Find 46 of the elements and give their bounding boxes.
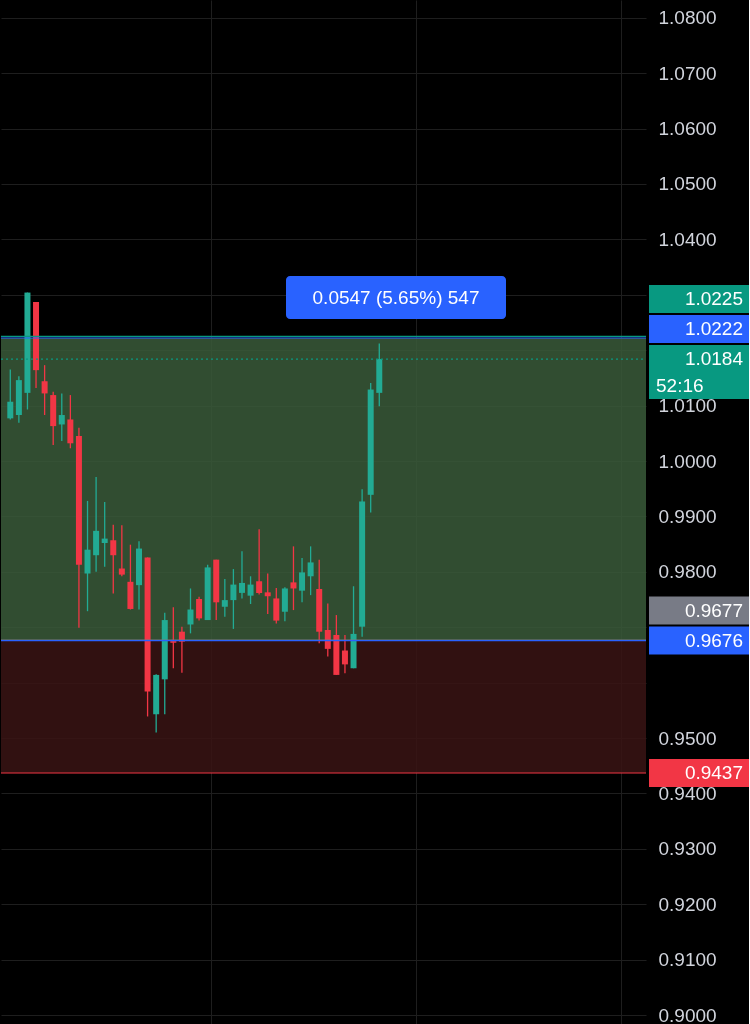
- y-tick-label: 0.9800: [658, 561, 717, 583]
- candlestick: [238, 550, 245, 600]
- candlestick: [307, 545, 314, 596]
- annotation: 0.0547 (5.65%) 547: [312, 287, 480, 308]
- text: 52:16: [656, 375, 704, 397]
- y-tick-label: 1.0600: [658, 118, 717, 140]
- y-tick-label: 1.0100: [658, 395, 717, 417]
- y-tick-label: 1.0800: [658, 7, 717, 29]
- candlestick: [196, 596, 203, 622]
- candlestick: [187, 587, 194, 634]
- candlestick: [299, 557, 306, 603]
- candlestick: [230, 568, 237, 630]
- candlestick: [324, 602, 331, 658]
- candlestick: [256, 528, 263, 596]
- y-tick-label: 1.0000: [658, 450, 717, 472]
- candlestick: [264, 572, 271, 615]
- candlestick: [170, 606, 177, 669]
- candlestick: [41, 364, 48, 416]
- candlestick: [273, 587, 280, 625]
- candlestick: [281, 586, 288, 622]
- y-tick-label: 1.0500: [658, 173, 717, 195]
- candlestick: [341, 634, 348, 674]
- y-tick-label: 0.9000: [658, 1004, 717, 1024]
- candlestick: [67, 394, 74, 449]
- ref-line-label: 0.9437: [684, 761, 743, 783]
- candlestick: [110, 524, 117, 595]
- ref-line-label: 0.9676: [684, 629, 743, 651]
- ref-line-label: 0.9677: [684, 599, 743, 621]
- y-tick-label: 0.9100: [658, 949, 717, 971]
- candlestick: [58, 392, 65, 442]
- candlestick: [221, 578, 228, 618]
- y-tick-label: 0.9300: [658, 838, 717, 860]
- y-tick-label: 0.9200: [658, 893, 717, 915]
- candlestick: [290, 545, 297, 611]
- candlestick: [118, 524, 125, 577]
- candlestick: [7, 368, 14, 421]
- y-tick-label: 0.9900: [658, 505, 717, 527]
- ref-line-label: 1.0184: [684, 348, 744, 370]
- y-tick-label: 0.9500: [658, 727, 717, 749]
- y-tick-label: 1.0400: [658, 228, 717, 250]
- y-tick-label: 1.0700: [658, 62, 717, 84]
- ref-line-label: 1.0225: [684, 288, 743, 310]
- candlestick: [247, 575, 254, 605]
- candlestick: [84, 500, 91, 612]
- y-tick-label: 0.9400: [658, 782, 717, 804]
- ref-line-label: 1.0222: [684, 318, 743, 340]
